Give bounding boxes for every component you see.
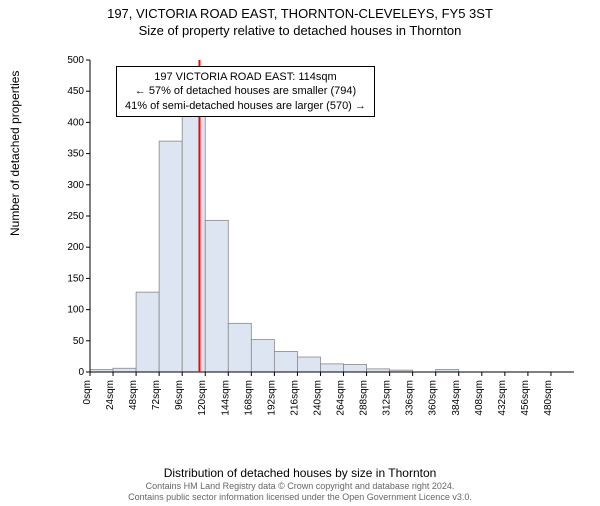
annotation-line-3: 41% of semi-detached houses are larger (… xyxy=(125,99,366,113)
svg-text:300: 300 xyxy=(67,180,84,191)
svg-text:250: 250 xyxy=(67,211,84,222)
histogram-bar xyxy=(344,365,367,372)
svg-text:480sqm: 480sqm xyxy=(543,380,554,416)
svg-text:48sqm: 48sqm xyxy=(128,380,139,410)
svg-text:150: 150 xyxy=(67,273,84,284)
svg-text:456sqm: 456sqm xyxy=(520,380,531,416)
x-axis-label: Distribution of detached houses by size … xyxy=(0,466,600,480)
svg-text:0: 0 xyxy=(78,367,84,378)
chart-title: 197, VICTORIA ROAD EAST, THORNTON-CLEVEL… xyxy=(0,6,600,21)
svg-text:240sqm: 240sqm xyxy=(312,380,323,416)
histogram-bar xyxy=(274,351,297,372)
svg-text:72sqm: 72sqm xyxy=(151,380,162,410)
svg-text:144sqm: 144sqm xyxy=(220,380,231,416)
svg-text:500: 500 xyxy=(67,55,84,66)
chart-container: 197, VICTORIA ROAD EAST, THORNTON-CLEVEL… xyxy=(0,6,600,506)
histogram-bar xyxy=(113,368,136,372)
svg-text:96sqm: 96sqm xyxy=(174,380,185,410)
histogram-bar xyxy=(182,116,205,372)
svg-text:360sqm: 360sqm xyxy=(428,380,439,416)
svg-text:350: 350 xyxy=(67,149,84,160)
svg-text:288sqm: 288sqm xyxy=(359,380,370,416)
svg-text:216sqm: 216sqm xyxy=(289,380,300,416)
annotation-line-1: 197 VICTORIA ROAD EAST: 114sqm xyxy=(125,70,366,84)
annotation-line-2: ← 57% of detached houses are smaller (79… xyxy=(125,84,366,98)
footer-line-2: Contains public sector information licen… xyxy=(0,492,600,503)
svg-text:120sqm: 120sqm xyxy=(197,380,208,416)
svg-text:336sqm: 336sqm xyxy=(405,380,416,416)
svg-text:400: 400 xyxy=(67,117,84,128)
histogram-bar xyxy=(205,220,228,372)
svg-text:100: 100 xyxy=(67,305,84,316)
footer-line-1: Contains HM Land Registry data © Crown c… xyxy=(0,481,600,492)
svg-text:200: 200 xyxy=(67,242,84,253)
annotation-box: 197 VICTORIA ROAD EAST: 114sqm ← 57% of … xyxy=(116,66,375,117)
histogram-bar xyxy=(228,323,251,372)
svg-text:384sqm: 384sqm xyxy=(451,380,462,416)
y-axis-label: Number of detached properties xyxy=(8,71,22,236)
svg-text:192sqm: 192sqm xyxy=(266,380,277,416)
svg-text:0sqm: 0sqm xyxy=(82,380,93,404)
svg-text:168sqm: 168sqm xyxy=(243,380,254,416)
histogram-bar xyxy=(320,364,343,372)
histogram-bar xyxy=(297,357,320,372)
svg-text:450: 450 xyxy=(67,86,84,97)
histogram-bar xyxy=(159,141,182,372)
svg-text:50: 50 xyxy=(73,336,85,347)
chart-area: 0 50 100 150 200 250 300 350 400 450 500 0sqm 24sqm 4… xyxy=(58,54,582,424)
svg-text:408sqm: 408sqm xyxy=(474,380,485,416)
chart-subtitle: Size of property relative to detached ho… xyxy=(0,23,600,38)
svg-text:432sqm: 432sqm xyxy=(497,380,508,416)
svg-text:264sqm: 264sqm xyxy=(336,380,347,416)
histogram-bar xyxy=(251,340,274,372)
histogram-bar xyxy=(136,292,159,372)
svg-text:24sqm: 24sqm xyxy=(105,380,116,410)
svg-text:312sqm: 312sqm xyxy=(382,380,393,416)
